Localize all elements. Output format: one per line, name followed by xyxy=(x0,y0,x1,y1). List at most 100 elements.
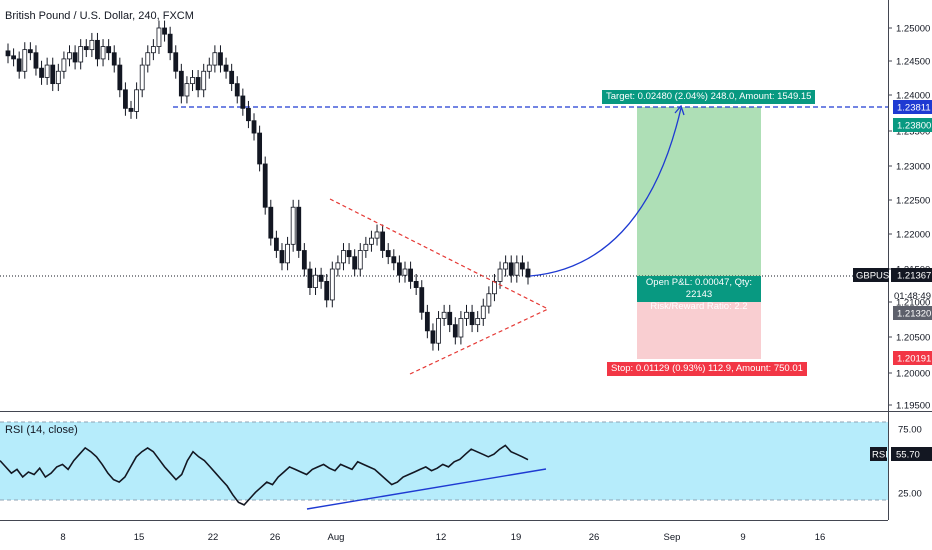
candle-body xyxy=(22,49,28,72)
rsi-tag-label: RSI xyxy=(872,450,888,461)
projection-curve[interactable] xyxy=(529,107,682,277)
projection-arrowhead-icon xyxy=(674,104,685,116)
rsi-value-tag: RSI 55.70 xyxy=(870,447,932,461)
candle-body xyxy=(464,311,469,319)
candle-body xyxy=(497,268,503,282)
rsi-axis[interactable]: 75.00 25.00 xyxy=(898,425,922,500)
rsi-tick-label: 25.00 xyxy=(898,489,922,500)
candle-body xyxy=(436,318,441,344)
price-tick-label: 1.24000 xyxy=(896,91,930,102)
candle-body xyxy=(190,77,195,85)
price-tick-label: 1.22500 xyxy=(896,196,930,207)
rsi-line[interactable] xyxy=(0,444,529,506)
candle-body xyxy=(492,280,497,295)
candle-body xyxy=(279,250,285,264)
candle-body xyxy=(341,250,346,264)
candle-body xyxy=(117,64,123,91)
candle-body xyxy=(178,70,184,97)
rsi-trendline[interactable] xyxy=(306,468,547,510)
candles[interactable] xyxy=(5,20,531,351)
candle-body xyxy=(324,280,330,301)
candle-body xyxy=(424,311,430,332)
candle-body xyxy=(480,305,486,319)
candle-body xyxy=(95,39,100,60)
stop-price-value: 1.20191 xyxy=(897,354,931,365)
candle-body xyxy=(313,274,318,288)
price-tick-label: 1.23000 xyxy=(896,162,930,173)
candle-body xyxy=(268,206,274,239)
candle-body xyxy=(273,237,279,251)
time-tick-label: 16 xyxy=(815,532,826,543)
target-line-value: 1.23800 xyxy=(897,121,931,132)
candle-body xyxy=(329,268,335,301)
candle-body xyxy=(55,70,61,85)
time-tick-label: 12 xyxy=(436,532,447,543)
entry-price-tag: 1.21320 xyxy=(893,306,932,320)
candle-body xyxy=(374,231,380,239)
candle-body xyxy=(385,250,391,258)
stop-label: Stop: 0.01129 (0.93%) 112.9, Amount: 750… xyxy=(607,362,807,376)
time-tick-label: 22 xyxy=(208,532,219,543)
triangle-lower-line[interactable] xyxy=(409,308,549,375)
candle-body xyxy=(44,64,50,78)
candle-body xyxy=(469,311,475,326)
candle-body xyxy=(212,52,218,66)
candle-body xyxy=(452,324,458,338)
candle-body xyxy=(251,120,257,134)
candle-body xyxy=(167,33,173,54)
candle-body xyxy=(162,27,167,35)
candle-body xyxy=(223,64,229,72)
target-zone[interactable] xyxy=(637,107,761,276)
target-price-tag: 1.23811 xyxy=(893,100,932,114)
symbol-tag: GBPUSD xyxy=(856,271,896,282)
price-tick-label: 1.25000 xyxy=(896,24,930,35)
triangle-upper-line[interactable] xyxy=(329,198,549,310)
rsi-band xyxy=(0,422,888,500)
stop-price-tag: 1.20191 xyxy=(893,351,932,365)
candle-body xyxy=(290,206,296,245)
candle-body xyxy=(16,58,22,72)
target-price-value: 1.23811 xyxy=(897,103,931,114)
price-tick-label: 1.20000 xyxy=(896,369,930,380)
candle-body xyxy=(145,52,151,66)
candle-body xyxy=(78,46,84,63)
candle-body xyxy=(335,262,341,270)
candle-body xyxy=(11,55,16,60)
time-tick-label: Sep xyxy=(664,532,681,543)
time-tick-label: 15 xyxy=(134,532,145,543)
time-axis[interactable]: 8 15 22 26 Aug 12 19 26 Sep 9 16 xyxy=(60,532,825,543)
current-price-value: 1.21367 xyxy=(897,271,931,282)
candle-body xyxy=(257,132,263,165)
rsi-legend[interactable]: RSI (14, close) xyxy=(5,424,78,436)
candle-body xyxy=(413,280,419,288)
risk-reward-label: Risk/Reward Ratio: 2.2 xyxy=(650,301,748,312)
candle-body xyxy=(100,46,106,60)
candle-body xyxy=(262,163,268,208)
candle-body xyxy=(72,52,78,63)
candle-body xyxy=(240,95,246,109)
candle-body xyxy=(106,46,112,54)
candle-body xyxy=(218,52,223,66)
triangle-pattern[interactable] xyxy=(329,198,549,375)
candle-body xyxy=(346,250,352,258)
candle-body xyxy=(514,262,520,276)
candle-body xyxy=(67,52,72,60)
time-tick-label: 26 xyxy=(589,532,600,543)
candle-body xyxy=(380,231,386,251)
time-tick-label: 8 xyxy=(60,532,65,543)
candle-body xyxy=(369,237,374,245)
candle-body xyxy=(139,64,145,91)
candle-body xyxy=(391,256,397,264)
candle-body xyxy=(486,293,492,307)
candle-body xyxy=(508,262,514,276)
open-pnl-box: Open P&L: 0.00047, Qty: 22143 Risk/Rewar… xyxy=(637,276,761,312)
candle-body xyxy=(447,311,453,326)
candle-body xyxy=(89,39,95,51)
time-tick-label: Aug xyxy=(328,532,345,543)
candle-body xyxy=(201,70,207,91)
candle-body xyxy=(33,52,39,69)
target-line-tag: 1.23800 xyxy=(893,118,932,132)
candle-body xyxy=(441,311,447,319)
chart-legend[interactable]: British Pound / U.S. Dollar, 240, FXCM xyxy=(5,10,194,22)
